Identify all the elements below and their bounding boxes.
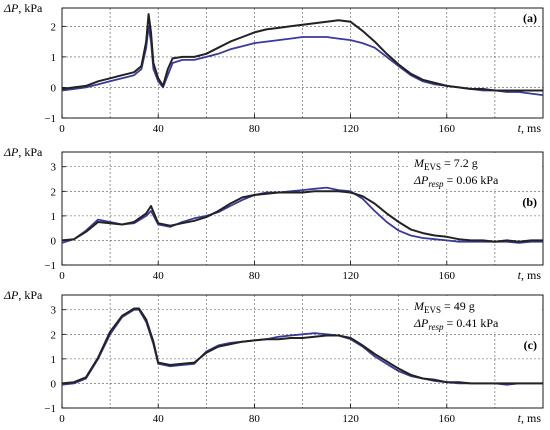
panel-label: (c) bbox=[524, 338, 537, 352]
y-tick-label: 2 bbox=[51, 186, 57, 198]
x-tick-label: 120 bbox=[342, 123, 359, 135]
x-tick-label: 80 bbox=[249, 413, 261, 425]
y-tick-label: −1 bbox=[44, 260, 56, 272]
annotation-line: ΔPresp = 0.41 kPa bbox=[413, 316, 499, 332]
y-tick-label: 2 bbox=[51, 329, 57, 341]
annotation-line: MEVS = 49 g bbox=[413, 299, 475, 315]
annotation-box bbox=[410, 296, 542, 332]
x-tick-label: 0 bbox=[59, 270, 65, 282]
y-tick-label: −1 bbox=[44, 403, 56, 415]
x-tick-label: 40 bbox=[153, 270, 165, 282]
x-axis-label: t, ms bbox=[518, 411, 542, 425]
y-tick-label: 1 bbox=[51, 211, 57, 223]
x-tick-label: 0 bbox=[59, 413, 65, 425]
y-tick-label: 1 bbox=[51, 52, 57, 64]
x-tick-label: 120 bbox=[342, 270, 359, 282]
annotation-line: ΔPresp = 0.06 kPa bbox=[413, 173, 499, 189]
series-line-black bbox=[61, 307, 543, 385]
series-line-black bbox=[61, 190, 543, 243]
x-tick-label: 120 bbox=[342, 413, 359, 425]
plot-frame bbox=[61, 151, 544, 266]
x-axis-label: t, ms bbox=[518, 121, 542, 135]
x-tick-label: 40 bbox=[153, 413, 165, 425]
x-tick-label: 160 bbox=[439, 123, 456, 135]
y-tick-label: 3 bbox=[51, 162, 57, 174]
y-tick-label: 3 bbox=[51, 305, 57, 317]
x-tick-label: 160 bbox=[439, 413, 456, 425]
annotation-line: MEVS = 7.2 g bbox=[413, 156, 478, 172]
y-tick-label: 2 bbox=[51, 21, 57, 33]
x-tick-label: 80 bbox=[249, 123, 261, 135]
y-tick-label: 0 bbox=[51, 82, 57, 94]
x-tick-label: 0 bbox=[59, 123, 65, 135]
y-tick-label: 0 bbox=[51, 378, 57, 390]
y-axis-label: ΔP, kPa bbox=[3, 288, 43, 302]
panel-label: (b) bbox=[522, 195, 537, 209]
y-tick-label: 1 bbox=[51, 354, 57, 366]
plot-frame bbox=[61, 7, 544, 119]
y-axis-label: ΔP, kPa bbox=[3, 1, 43, 15]
series-line-blue bbox=[61, 186, 543, 244]
series-line-black bbox=[61, 13, 543, 92]
panel-label: (a) bbox=[523, 11, 537, 25]
x-tick-label: 40 bbox=[153, 123, 165, 135]
plot-frame bbox=[61, 294, 544, 409]
x-tick-label: 160 bbox=[439, 270, 456, 282]
y-axis-label: ΔP, kPa bbox=[3, 145, 43, 159]
x-axis-label: t, ms bbox=[518, 268, 542, 282]
x-tick-label: 80 bbox=[249, 270, 261, 282]
y-tick-label: −1 bbox=[44, 113, 56, 125]
annotation-box bbox=[410, 153, 542, 189]
y-tick-label: 0 bbox=[51, 235, 57, 247]
